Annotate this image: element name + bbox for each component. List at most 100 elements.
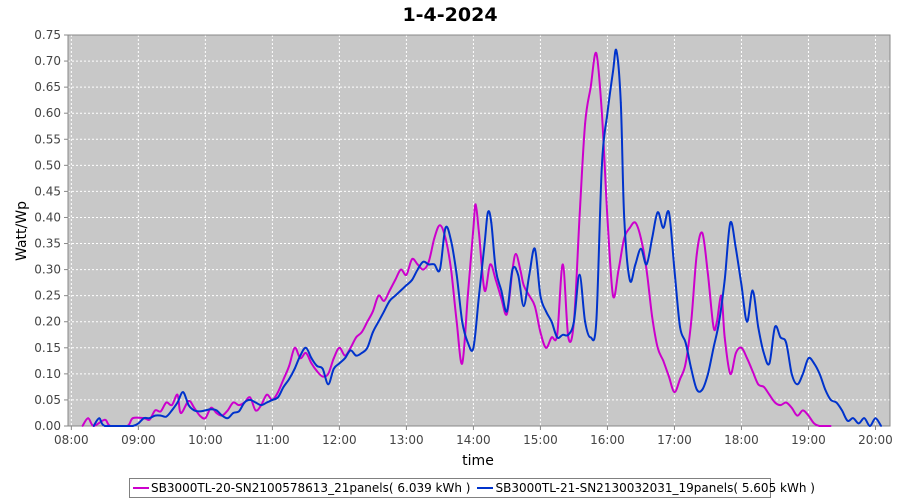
data-point-series-1 (254, 409, 257, 412)
data-point-series-1 (321, 375, 324, 378)
series-line-1 (81, 51, 831, 427)
data-point-series-2 (411, 279, 413, 281)
data-point-series-2 (193, 409, 196, 412)
data-point-series-2 (768, 362, 771, 365)
data-point-series-1 (103, 418, 106, 421)
x-tick-label: 16:00 (590, 433, 625, 447)
data-point-series-2 (734, 247, 737, 250)
data-point-series-2 (723, 279, 726, 281)
data-point-series-1 (595, 52, 598, 55)
data-point-series-2 (332, 367, 335, 370)
data-point-series-2 (483, 242, 486, 245)
data-point-series-1 (204, 417, 207, 420)
y-tick-label: 0.05 (34, 393, 61, 407)
data-point-series-1 (561, 263, 564, 266)
data-point-series-2 (215, 409, 218, 412)
x-tick-label: 13:00 (389, 433, 424, 447)
data-point-series-2 (813, 362, 815, 365)
data-point-series-1 (433, 237, 436, 240)
y-tick-label: 0.70 (34, 54, 61, 68)
data-point-series-1 (796, 414, 799, 417)
x-tick-label: 19:00 (791, 433, 826, 447)
y-tick-label: 0.75 (34, 28, 61, 42)
x-tick-label: 11:00 (255, 433, 290, 447)
data-point-series-2 (584, 320, 587, 323)
data-point-series-2 (712, 346, 715, 349)
data-point-series-1 (179, 412, 182, 414)
data-point-series-2 (143, 417, 145, 420)
data-point-series-2 (277, 396, 279, 399)
data-point-series-2 (852, 417, 855, 420)
data-point-series-2 (640, 247, 642, 250)
data-point-series-1 (265, 393, 268, 396)
data-point-series-2 (237, 410, 240, 413)
data-point-series-2 (595, 320, 598, 323)
data-point-series-2 (198, 410, 201, 413)
data-point-series-2 (757, 326, 760, 328)
x-tick-label: 17:00 (657, 433, 692, 447)
data-point-series-2 (254, 401, 257, 404)
data-point-series-1 (388, 289, 391, 292)
data-point-series-2 (841, 409, 843, 412)
data-point-series-1 (327, 372, 330, 375)
y-tick-label: 0.10 (34, 367, 61, 381)
data-point-series-2 (154, 414, 157, 417)
data-point-series-2 (612, 70, 614, 73)
data-point-series-2 (450, 240, 452, 242)
data-point-series-2 (857, 422, 860, 425)
data-point-series-2 (785, 341, 788, 344)
data-point-series-2 (835, 401, 838, 404)
data-point-series-1 (829, 425, 832, 427)
data-point-series-1 (450, 268, 452, 271)
y-tick-label: 0.60 (34, 106, 61, 120)
data-point-series-1 (567, 336, 570, 339)
data-point-series-1 (282, 378, 285, 380)
y-tick-label: 0.35 (34, 237, 61, 251)
data-point-series-1 (316, 370, 318, 373)
data-point-series-1 (187, 400, 190, 402)
data-point-series-1 (193, 406, 196, 409)
y-tick-label: 0.30 (34, 263, 61, 277)
data-point-series-2 (182, 391, 184, 394)
data-point-series-2 (377, 320, 380, 323)
data-point-series-1 (439, 224, 441, 227)
data-point-series-2 (824, 388, 827, 391)
data-point-series-2 (751, 289, 754, 292)
data-point-series-2 (606, 112, 609, 115)
data-point-series-1 (249, 396, 251, 399)
data-point-series-2 (466, 341, 469, 344)
data-point-series-1 (656, 346, 659, 349)
data-point-series-1 (310, 362, 313, 365)
data-point-series-2 (472, 346, 475, 349)
y-tick-label: 0.45 (34, 184, 61, 198)
data-point-series-1 (444, 237, 447, 240)
data-point-series-2 (684, 341, 687, 344)
data-point-series-2 (695, 388, 698, 391)
data-point-series-2 (176, 401, 179, 404)
data-point-series-2 (807, 357, 810, 360)
data-point-series-1 (584, 122, 587, 125)
data-point-series-1 (545, 346, 547, 349)
data-point-series-1 (751, 370, 754, 373)
data-point-series-2 (288, 378, 291, 380)
data-point-series-1 (489, 263, 492, 266)
data-point-series-2 (528, 273, 531, 276)
data-point-series-1 (131, 417, 134, 420)
data-point-series-1 (589, 86, 592, 89)
data-point-series-2 (829, 399, 832, 401)
data-point-series-2 (461, 320, 464, 323)
data-point-series-2 (600, 164, 603, 167)
data-point-series-2 (874, 417, 877, 420)
data-point-series-1 (405, 273, 408, 276)
data-point-series-1 (785, 401, 788, 404)
data-point-series-2 (327, 383, 330, 386)
data-point-series-2 (444, 226, 447, 229)
legend-swatch-series-2 (477, 487, 494, 489)
data-point-series-1 (422, 268, 425, 271)
data-point-series-1 (612, 294, 614, 297)
data-point-series-2 (137, 422, 140, 425)
data-point-series-2 (667, 211, 670, 214)
data-point-series-2 (187, 404, 190, 407)
data-point-series-2 (868, 425, 871, 427)
data-point-series-2 (573, 320, 575, 323)
